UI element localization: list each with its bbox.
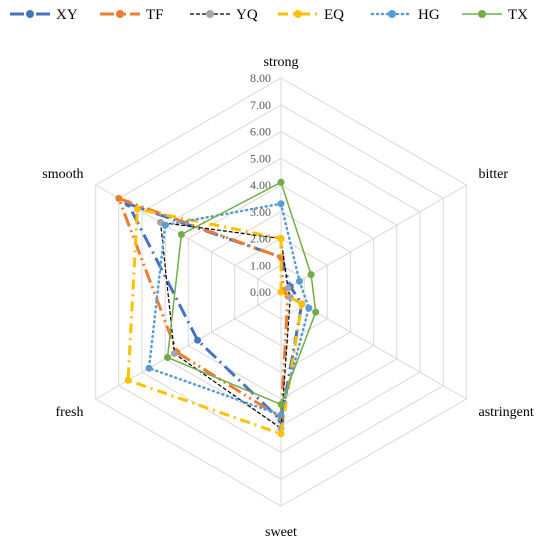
data-point-EQ-bitter bbox=[277, 288, 285, 296]
tick-label: 4.00 bbox=[250, 178, 271, 192]
data-point-HG-fresh bbox=[145, 364, 153, 372]
axis-label-astringent: astringent bbox=[479, 405, 534, 420]
data-point-EQ-smooth bbox=[133, 205, 141, 213]
series-TX bbox=[164, 178, 320, 408]
tick-label: 6.00 bbox=[250, 125, 271, 139]
axis-label-sweet: sweet bbox=[265, 525, 297, 539]
axis-label-smooth: smooth bbox=[42, 167, 83, 182]
tick-label: 1.00 bbox=[250, 258, 271, 272]
legend-swatch-marker bbox=[478, 10, 486, 18]
series-YQ bbox=[157, 218, 294, 432]
data-point-EQ-strong bbox=[277, 235, 285, 242]
legend: XY TF YQ EQ HG TX bbox=[10, 7, 528, 23]
data-point-EQ-sweet bbox=[277, 430, 285, 438]
legend-item-TF: TF bbox=[100, 7, 164, 23]
data-point-EQ-astringent bbox=[298, 300, 306, 308]
legend-label: TX bbox=[508, 7, 528, 23]
data-point-YQ-fresh bbox=[170, 350, 178, 357]
data-point-YQ-bitter bbox=[284, 284, 292, 292]
legend-swatch-marker bbox=[26, 10, 34, 18]
axis-labels: strong bitter astringent sweet fresh smooth bbox=[42, 55, 534, 539]
data-point-TX-astringent bbox=[312, 308, 320, 316]
data-point-XY-fresh bbox=[194, 336, 202, 344]
axis-label-bitter: bitter bbox=[479, 167, 509, 182]
legend-swatch-marker bbox=[116, 10, 124, 18]
grid-spoke bbox=[280, 291, 467, 400]
series-lines bbox=[115, 178, 320, 438]
data-point-TX-bitter bbox=[307, 271, 315, 279]
data-point-HG-bitter bbox=[296, 277, 303, 285]
data-point-EQ-fresh bbox=[124, 376, 132, 384]
legend-swatch-marker bbox=[294, 10, 302, 18]
tick-label: 8.00 bbox=[250, 71, 271, 85]
axis-label-fresh: fresh bbox=[56, 405, 84, 420]
series-HG bbox=[145, 200, 313, 419]
data-point-TX-sweet bbox=[277, 400, 285, 408]
tick-label: 5.00 bbox=[250, 151, 271, 165]
data-point-HG-smooth bbox=[161, 221, 169, 229]
legend-label: YQ bbox=[236, 7, 258, 23]
tick-label: 7.00 bbox=[250, 98, 271, 112]
legend-item-HG: HG bbox=[370, 7, 440, 23]
data-point-HG-sweet bbox=[277, 411, 285, 419]
tick-label: 0.00 bbox=[250, 285, 271, 299]
legend-label: XY bbox=[56, 7, 78, 23]
legend-label: EQ bbox=[324, 7, 344, 23]
legend-label: HG bbox=[418, 7, 440, 23]
legend-item-EQ: EQ bbox=[278, 7, 344, 23]
legend-item-YQ: YQ bbox=[190, 7, 258, 23]
legend-swatch-marker bbox=[388, 10, 396, 18]
legend-swatch-marker bbox=[206, 10, 214, 18]
legend-label: TF bbox=[146, 7, 164, 23]
legend-item-XY: XY bbox=[10, 7, 78, 23]
series-EQ bbox=[124, 205, 306, 438]
data-point-TF-smooth bbox=[115, 194, 123, 202]
radial-tick-labels: 0.001.002.003.004.005.006.007.008.00 bbox=[250, 71, 271, 299]
data-point-TX-smooth bbox=[177, 231, 185, 238]
data-point-TX-fresh bbox=[164, 354, 171, 361]
data-point-HG-strong bbox=[277, 200, 285, 208]
legend-item-TX: TX bbox=[462, 7, 528, 23]
axis-label-strong: strong bbox=[264, 55, 299, 70]
data-point-TF-strong bbox=[277, 253, 285, 261]
data-point-HG-astringent bbox=[305, 304, 313, 312]
data-point-TX-strong bbox=[277, 178, 285, 186]
